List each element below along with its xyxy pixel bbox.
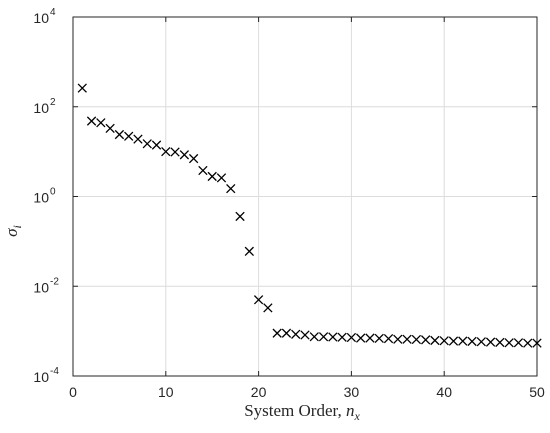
data-point-marker xyxy=(374,333,384,344)
data-point-marker xyxy=(179,150,190,160)
data-point-marker xyxy=(188,153,199,164)
data-point-marker xyxy=(309,332,319,342)
data-point-marker xyxy=(263,303,273,313)
data-point-marker xyxy=(523,338,533,348)
data-point-marker xyxy=(337,332,347,342)
x-tick-label: 0 xyxy=(69,384,77,400)
x-axis-label-text: System Order, xyxy=(244,401,346,420)
data-point-marker xyxy=(393,334,403,344)
y-tick-label-exponent: -2 xyxy=(50,276,59,287)
data-point-marker xyxy=(439,336,449,346)
data-point-marker xyxy=(458,336,468,346)
data-point-marker xyxy=(96,118,106,128)
data-point-marker xyxy=(170,147,180,157)
data-point-marker xyxy=(300,330,310,340)
data-point-marker xyxy=(420,335,431,345)
x-axis-label-subscript: x xyxy=(353,409,360,423)
data-point-marker xyxy=(207,171,217,182)
y-tick-label: 10 xyxy=(33,190,49,206)
x-axis-label: System Order, nx xyxy=(244,401,360,423)
data-point-marker xyxy=(328,332,338,342)
data-point-marker xyxy=(513,338,524,348)
data-point-marker xyxy=(161,146,171,157)
data-point-marker xyxy=(216,173,227,183)
data-point-marker xyxy=(318,332,329,342)
data-point-marker xyxy=(356,333,366,343)
data-point-marker xyxy=(235,211,245,222)
data-point-marker xyxy=(124,131,134,141)
data-point-marker xyxy=(532,338,542,348)
data-series xyxy=(77,83,542,348)
data-point-marker xyxy=(476,337,486,347)
data-point-marker xyxy=(77,83,87,93)
data-point-marker xyxy=(272,328,282,338)
data-point-marker xyxy=(467,336,477,347)
data-point-marker xyxy=(411,334,422,345)
data-point-marker xyxy=(383,333,394,344)
y-tick-label: 10 xyxy=(33,100,49,116)
x-tick-label: 40 xyxy=(436,384,452,400)
grid xyxy=(72,16,538,377)
data-point-marker xyxy=(114,129,125,140)
x-tick-label: 10 xyxy=(158,384,174,400)
y-axis-label: σi xyxy=(2,225,24,237)
data-point-marker xyxy=(253,295,264,305)
y-tick-label-exponent: 2 xyxy=(50,97,56,108)
data-point-marker xyxy=(365,333,375,343)
data-point-marker xyxy=(244,246,254,256)
y-tick-label: 10 xyxy=(33,10,49,26)
data-point-marker xyxy=(142,139,152,149)
data-point-marker xyxy=(402,334,412,344)
x-axis-label-symbol: n xyxy=(346,401,355,420)
data-point-marker xyxy=(504,338,514,348)
data-point-marker xyxy=(291,329,301,339)
y-tick-label: 10 xyxy=(33,369,49,385)
y-tick-label-exponent: 0 xyxy=(50,187,56,198)
x-tick-label: 20 xyxy=(251,384,267,400)
x-tick-labels: 0 10 20 30 40 50 xyxy=(69,384,545,400)
data-point-marker xyxy=(86,116,97,126)
data-point-marker xyxy=(133,134,143,144)
y-axis-label-symbol: σ xyxy=(2,228,21,237)
data-point-marker xyxy=(430,335,440,346)
data-point-marker xyxy=(346,332,357,343)
y-tick-label-exponent: 4 xyxy=(50,7,56,18)
data-point-marker xyxy=(448,336,459,346)
data-point-marker xyxy=(198,165,208,176)
y-tick-label: 10 xyxy=(33,279,49,295)
data-point-marker xyxy=(281,328,292,338)
y-axis-label-subscript: i xyxy=(10,225,24,228)
data-point-marker xyxy=(151,140,162,150)
x-tick-label: 30 xyxy=(344,384,360,400)
axis-ticks xyxy=(72,16,538,377)
y-tick-label-exponent: -4 xyxy=(50,366,59,377)
data-point-marker xyxy=(226,183,236,194)
data-point-marker xyxy=(485,337,496,347)
x-tick-label: 50 xyxy=(529,384,545,400)
data-point-marker xyxy=(105,123,115,134)
data-point-marker xyxy=(495,337,505,348)
